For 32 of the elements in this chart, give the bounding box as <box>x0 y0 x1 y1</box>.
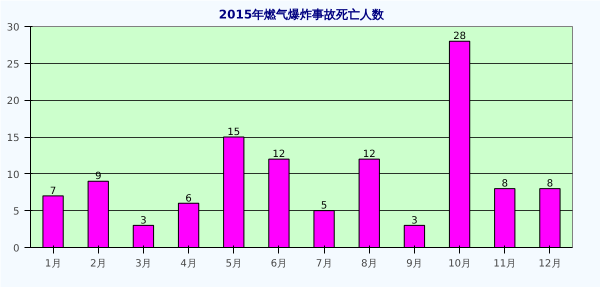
y-tick-label: 25 <box>6 59 20 70</box>
data-label: 9 <box>95 171 102 182</box>
x-tick-label: 3月 <box>135 258 152 270</box>
data-label: 3 <box>411 215 418 226</box>
x-tick-label: 9月 <box>406 258 423 270</box>
x-tick-label: 5月 <box>226 258 242 270</box>
x-tick-label: 2月 <box>90 258 106 270</box>
x-tick-label: 1月 <box>44 258 62 270</box>
data-label: 12 <box>272 149 286 160</box>
data-label: 28 <box>453 31 466 42</box>
y-tick-label: 15 <box>6 133 20 144</box>
x-tick-label: 12月 <box>538 258 562 270</box>
data-label: 8 <box>502 178 508 190</box>
data-label: 5 <box>320 200 328 212</box>
chart-title: 2015年燃气爆炸事故死亡人数 <box>218 8 386 22</box>
x-tick-label: 10月 <box>448 258 471 270</box>
y-tick-label: 30 <box>6 22 20 34</box>
x-tick-label: 8月 <box>361 258 378 270</box>
data-label: 7 <box>50 186 56 197</box>
y-tick-label: 5 <box>13 206 20 218</box>
y-tick-label: 10 <box>6 170 20 181</box>
x-tick-label: 11月 <box>493 258 516 270</box>
x-tick-label: 6月 <box>270 258 288 270</box>
data-label: 6 <box>185 193 192 204</box>
x-tick-label: 4月 <box>180 258 197 270</box>
x-tick-label: 7月 <box>316 258 332 270</box>
data-label: 12 <box>362 149 376 160</box>
y-tick-label: 0 <box>13 244 20 254</box>
data-label: 15 <box>227 127 240 138</box>
data-label: 3 <box>140 215 147 226</box>
y-tick-label: 20 <box>6 96 20 108</box>
data-label: 8 <box>546 178 554 190</box>
